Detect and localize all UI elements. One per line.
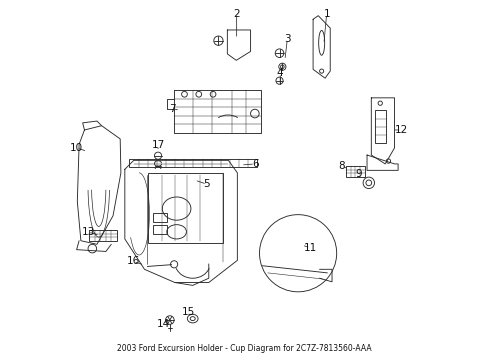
Text: 17: 17	[151, 140, 164, 150]
Bar	[89, 230, 116, 241]
Text: 4: 4	[276, 68, 283, 78]
Text: 13: 13	[81, 227, 95, 237]
Text: 5: 5	[203, 179, 210, 189]
Text: 2003 Ford Excursion Holder - Cup Diagram for 2C7Z-7813560-AAA: 2003 Ford Excursion Holder - Cup Diagram…	[117, 344, 371, 353]
Bar	[374, 111, 385, 143]
Text: 12: 12	[394, 125, 407, 135]
Text: 11: 11	[304, 243, 317, 253]
Bar	[345, 166, 365, 177]
Text: 10: 10	[70, 143, 83, 153]
Text: 3: 3	[284, 34, 290, 44]
Text: 16: 16	[126, 256, 140, 266]
Text: 15: 15	[181, 307, 194, 317]
Text: 8: 8	[338, 161, 344, 171]
Text: 2: 2	[233, 9, 240, 19]
Bar	[153, 213, 166, 222]
Bar	[153, 225, 166, 234]
Text: 14: 14	[156, 319, 169, 329]
Text: 7: 7	[169, 104, 175, 113]
Text: 1: 1	[323, 9, 329, 19]
Text: 6: 6	[251, 159, 258, 169]
Bar	[148, 173, 223, 243]
Text: 9: 9	[355, 168, 362, 179]
Bar	[129, 158, 257, 167]
